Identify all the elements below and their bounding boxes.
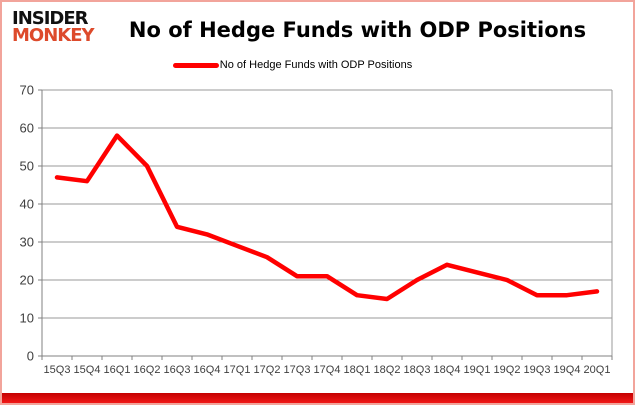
x-tick-label: 16Q1: [104, 364, 131, 376]
y-tick-label: 30: [20, 235, 34, 250]
page-title: No of Hedge Funds with ODP Positions: [128, 18, 587, 42]
x-tick-label: 15Q3: [44, 364, 71, 376]
x-tick-label: 18Q2: [374, 364, 401, 376]
legend-line-swatch: [172, 62, 219, 68]
brand-bottom-bar: [2, 393, 633, 403]
y-tick-label: 40: [20, 197, 34, 212]
y-tick-label: 10: [20, 311, 34, 326]
x-tick-label: 17Q1: [224, 364, 251, 376]
x-tick-label: 19Q4: [554, 364, 581, 376]
legend-label: No of Hedge Funds with ODP Positions: [219, 59, 413, 71]
x-tick-label: 16Q3: [164, 364, 191, 376]
x-tick-label: 17Q3: [284, 364, 311, 376]
y-tick-label: 60: [20, 121, 34, 136]
x-tick-label: 19Q3: [524, 364, 551, 376]
x-tick-label: 17Q4: [314, 364, 341, 376]
x-tick-label: 16Q4: [194, 364, 221, 376]
y-tick-label: 50: [20, 159, 34, 174]
y-tick-label: 0: [27, 349, 34, 364]
x-tick-label: 19Q2: [494, 364, 521, 376]
x-tick-label: 20Q1: [584, 364, 611, 376]
x-tick-label: 17Q2: [254, 364, 281, 376]
x-tick-label: 18Q4: [434, 364, 461, 376]
y-tick-label: 70: [20, 83, 34, 98]
x-tick-label: 15Q4: [74, 364, 101, 376]
insider-monkey-logo: INSIDER MONKEY: [12, 8, 95, 46]
data-series-line: [54, 133, 600, 302]
chart-legend: No of Hedge Funds with ODP Positions: [2, 59, 608, 71]
x-tick-label: 16Q2: [134, 364, 161, 376]
x-tick-label: 18Q1: [344, 364, 371, 376]
x-tick-label: 19Q1: [464, 364, 491, 376]
logo-line-monkey: MONKEY: [12, 24, 95, 46]
y-tick-label: 20: [20, 273, 34, 288]
logo-line-insider: INSIDER: [12, 8, 89, 29]
x-tick-label: 18Q3: [404, 364, 431, 376]
